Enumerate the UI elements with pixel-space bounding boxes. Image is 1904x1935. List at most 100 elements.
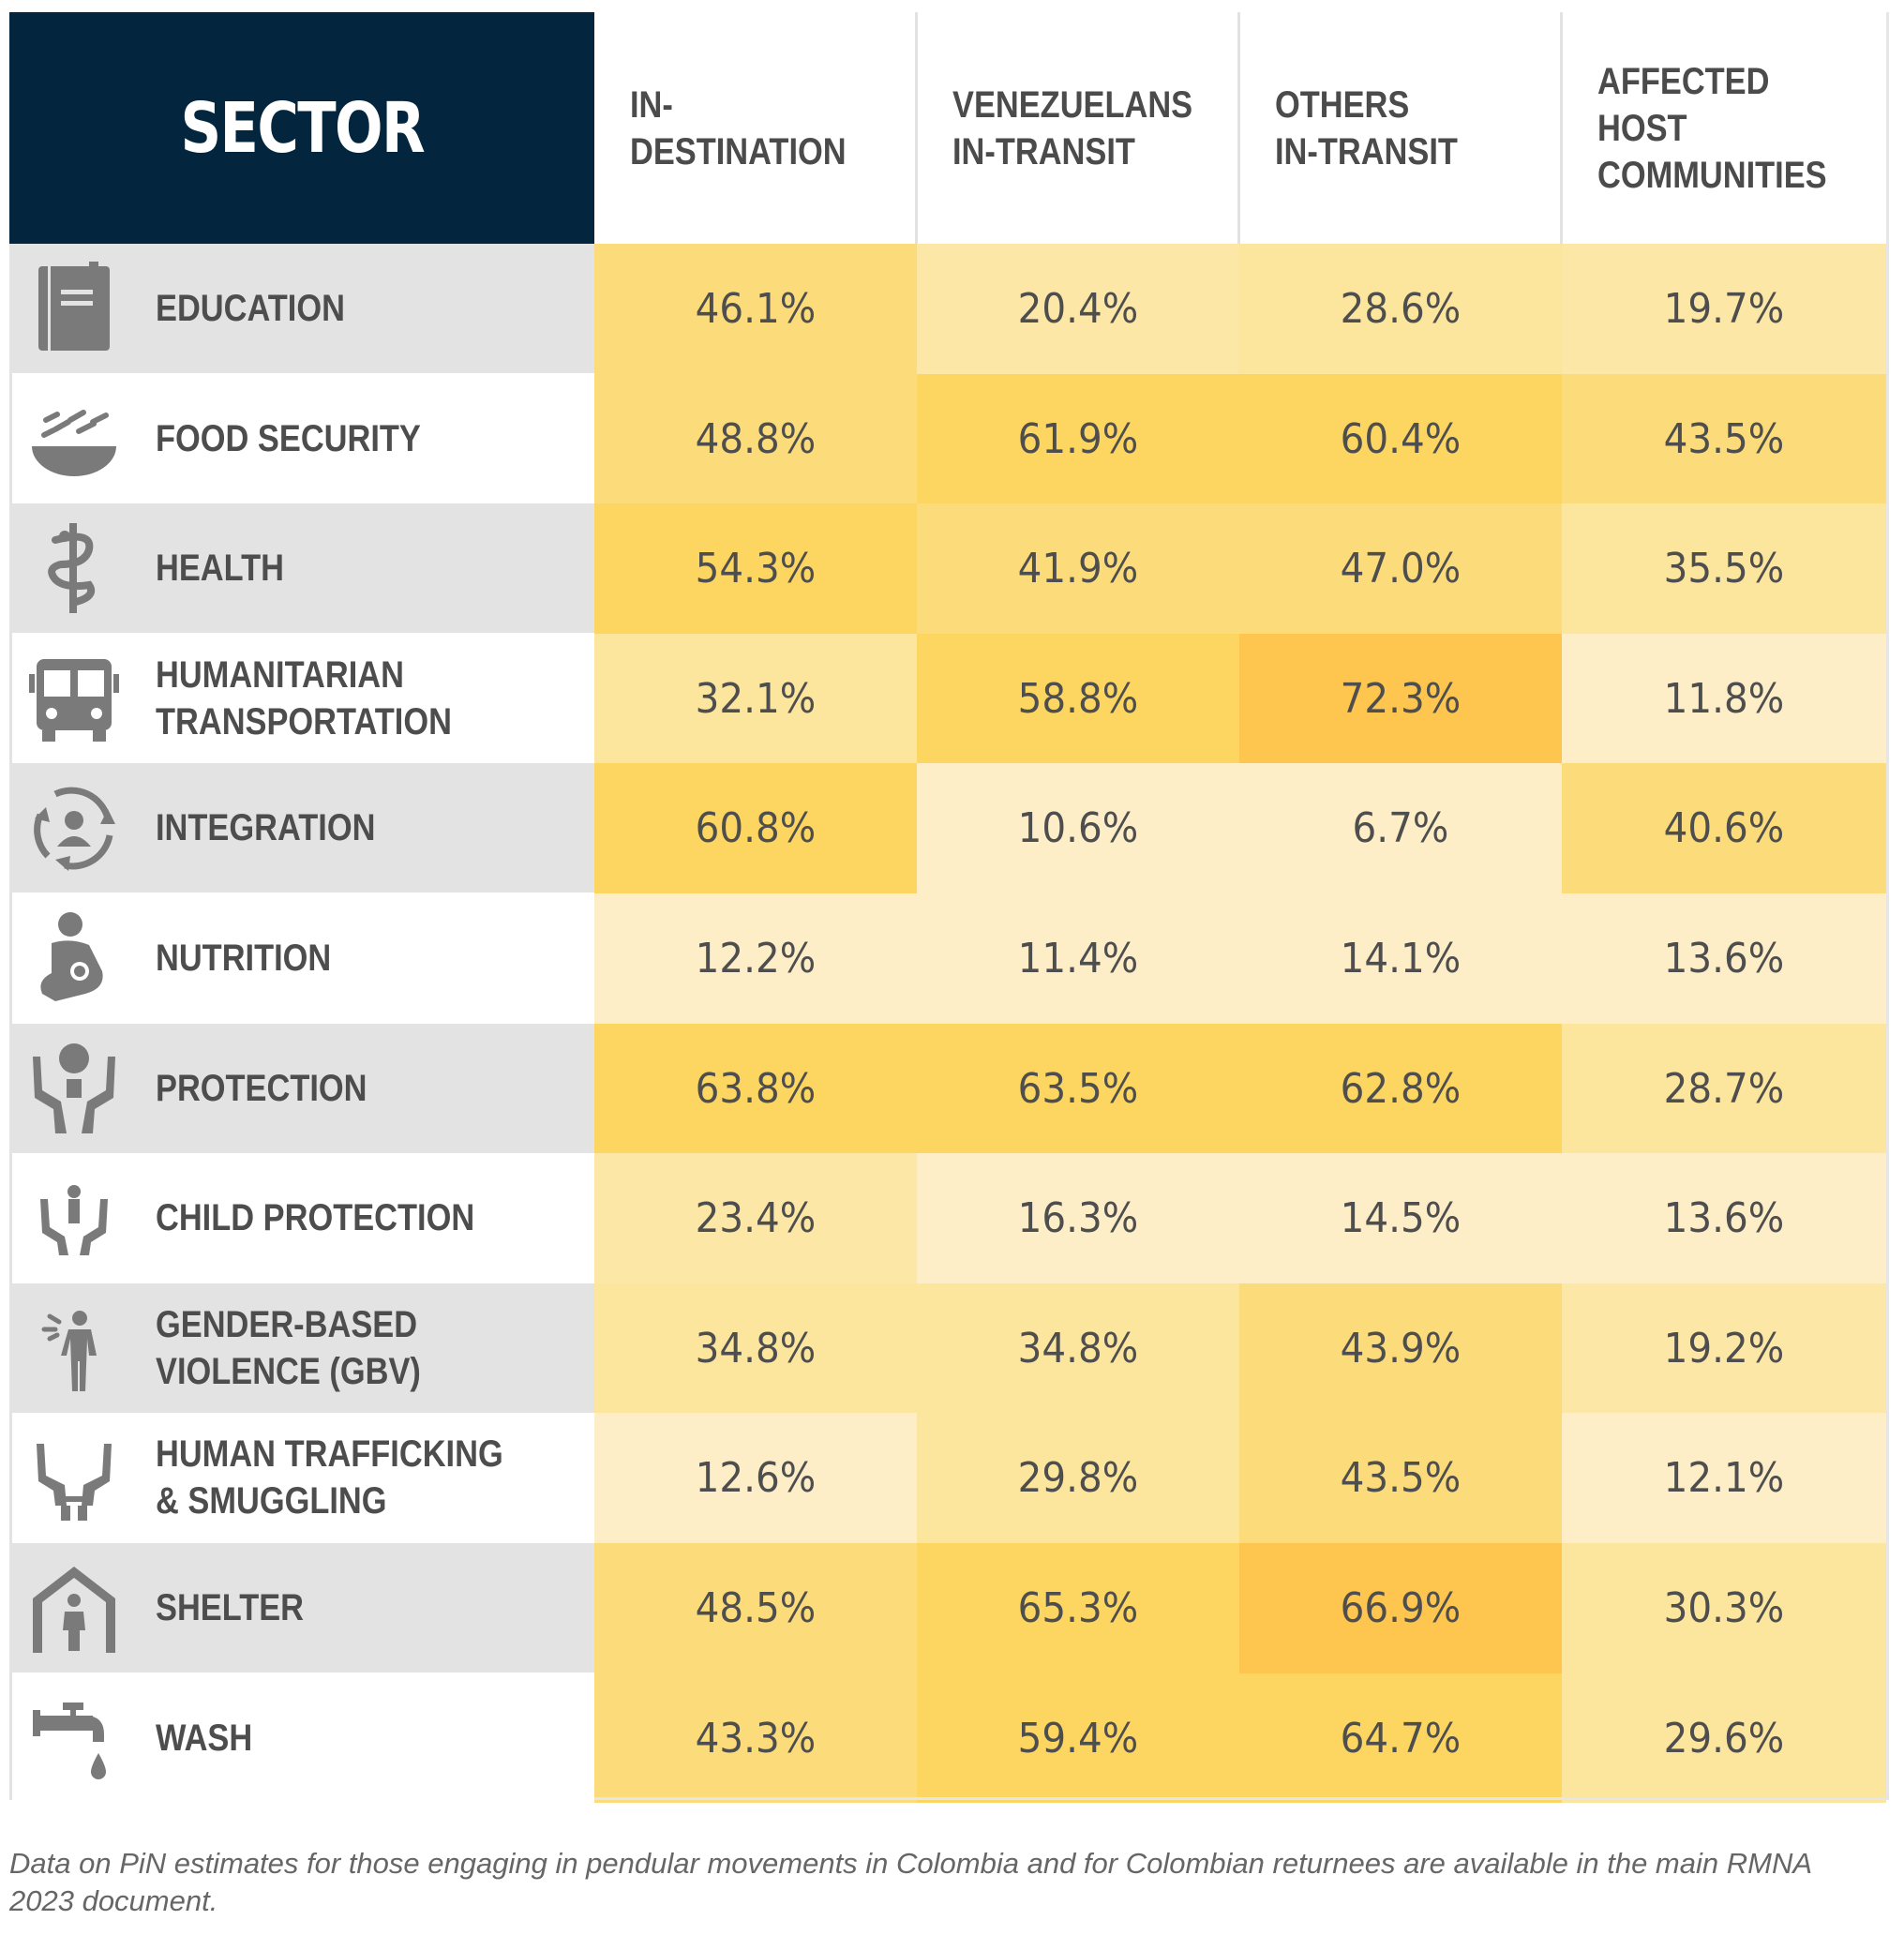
heatmap-cell: 14.5% bbox=[1239, 1153, 1562, 1283]
cell-value-label: 14.1% bbox=[1340, 935, 1462, 982]
heatmap-cell: 48.8% bbox=[594, 374, 917, 503]
cell-value-label: 13.6% bbox=[1663, 1194, 1785, 1242]
sector-label: HUMANITARIAN TRANSPORTATION bbox=[156, 654, 452, 742]
bus-icon bbox=[22, 647, 126, 750]
cell-value-label: 46.1% bbox=[695, 285, 817, 333]
sector-label: NUTRITION bbox=[156, 938, 332, 979]
heatmap-cell: 23.4% bbox=[594, 1153, 917, 1283]
cell-value-label: 47.0% bbox=[1340, 545, 1462, 592]
heatmap-cell: 13.6% bbox=[1562, 1153, 1886, 1283]
cell-value-label: 61.9% bbox=[1017, 414, 1139, 463]
sector-label: FOOD SECURITY bbox=[156, 418, 421, 459]
cell-value-label: 12.6% bbox=[695, 1454, 817, 1502]
heatmap-cell: 41.9% bbox=[917, 503, 1239, 634]
bottom-border bbox=[594, 1797, 1889, 1800]
heatmap-cell: 29.6% bbox=[1562, 1673, 1886, 1803]
caduceus-icon bbox=[22, 517, 126, 620]
sector-header: SECTOR bbox=[9, 12, 594, 244]
cell-value-label: 43.5% bbox=[1340, 1454, 1462, 1502]
cell-value-label: 63.5% bbox=[1017, 1064, 1139, 1113]
heatmap-cell: 46.1% bbox=[594, 244, 917, 374]
sector-label: WASH bbox=[156, 1718, 253, 1759]
heatmap-cell: 35.5% bbox=[1562, 503, 1886, 634]
gbv-person-icon bbox=[22, 1297, 126, 1400]
row-label: EDUCATION bbox=[9, 244, 594, 373]
heatmap-cell: 19.7% bbox=[1562, 244, 1886, 374]
row-label: GENDER-BASED VIOLENCE (GBV) bbox=[9, 1283, 594, 1413]
cell-value-label: 72.3% bbox=[1340, 674, 1462, 723]
cell-value-label: 43.5% bbox=[1663, 414, 1785, 463]
cell-value-label: 13.6% bbox=[1663, 935, 1785, 982]
heatmap-cell: 63.5% bbox=[917, 1024, 1239, 1153]
header-divider bbox=[1237, 12, 1240, 244]
cell-value-label: 32.1% bbox=[695, 674, 817, 723]
header-divider bbox=[915, 12, 918, 244]
heatmap-cell: 11.8% bbox=[1562, 634, 1886, 763]
row-label: PROTECTION bbox=[9, 1024, 594, 1153]
row-label: SHELTER bbox=[9, 1543, 594, 1672]
column-header-in-destination: IN-DESTINATION bbox=[594, 12, 917, 244]
heatmap-cell: 29.8% bbox=[917, 1413, 1239, 1543]
heatmap-cell: 66.9% bbox=[1239, 1543, 1562, 1673]
heatmap-cell: 64.7% bbox=[1239, 1673, 1562, 1803]
water-tap-icon bbox=[22, 1687, 126, 1790]
protection-hands-icon bbox=[22, 1037, 126, 1140]
cell-value-label: 14.5% bbox=[1340, 1194, 1462, 1242]
heatmap-cell: 60.8% bbox=[594, 763, 917, 893]
cell-value-label: 34.8% bbox=[1017, 1324, 1139, 1372]
heatmap-cell: 34.8% bbox=[594, 1283, 917, 1413]
heatmap-cell: 28.6% bbox=[1239, 244, 1562, 374]
breastfeeding-icon bbox=[22, 907, 126, 1010]
integration-cycle-icon bbox=[22, 776, 126, 879]
cell-value-label: 34.8% bbox=[695, 1324, 817, 1372]
column-header-others-in-transit: OTHERS IN-TRANSIT bbox=[1239, 12, 1562, 244]
cell-value-label: 11.4% bbox=[1017, 935, 1139, 982]
footnote: Data on PiN estimates for those engaging… bbox=[9, 1847, 1811, 1917]
food-bowl-icon bbox=[22, 387, 126, 490]
cell-value-label: 19.7% bbox=[1663, 285, 1785, 333]
cell-value-label: 60.4% bbox=[1340, 414, 1462, 463]
cell-value-label: 16.3% bbox=[1017, 1194, 1139, 1242]
heatmap-cell: 58.8% bbox=[917, 634, 1239, 763]
cell-value-label: 54.3% bbox=[695, 545, 817, 592]
cell-value-label: 62.8% bbox=[1340, 1064, 1462, 1113]
heatmap-cell: 20.4% bbox=[917, 244, 1239, 374]
cell-value-label: 6.7% bbox=[1352, 804, 1449, 852]
column-header-venezuelans-in-transit: VENEZUELANS IN-TRANSIT bbox=[917, 12, 1239, 244]
cell-value-label: 12.2% bbox=[695, 935, 817, 982]
heatmap-cell: 13.6% bbox=[1562, 893, 1886, 1024]
sector-label: SHELTER bbox=[156, 1587, 304, 1628]
heatmap-cell: 11.4% bbox=[917, 893, 1239, 1024]
cell-value-label: 58.8% bbox=[1017, 674, 1139, 723]
cell-value-label: 28.7% bbox=[1663, 1064, 1785, 1113]
heatmap-cell: 43.9% bbox=[1239, 1283, 1562, 1413]
cell-value-label: 20.4% bbox=[1017, 285, 1139, 333]
heatmap-cell: 30.3% bbox=[1562, 1543, 1886, 1673]
sector-label: INTEGRATION bbox=[156, 807, 376, 848]
cell-value-label: 29.6% bbox=[1663, 1714, 1785, 1762]
heatmap-cell: 62.8% bbox=[1239, 1024, 1562, 1153]
row-label: CHILD PROTECTION bbox=[9, 1153, 594, 1282]
cell-value-label: 43.3% bbox=[695, 1714, 817, 1762]
book-icon bbox=[22, 257, 126, 360]
heatmap-cell: 48.5% bbox=[594, 1543, 917, 1673]
heatmap-cell: 28.7% bbox=[1562, 1024, 1886, 1153]
heatmap-cell: 61.9% bbox=[917, 374, 1239, 503]
heatmap-cell: 47.0% bbox=[1239, 503, 1562, 634]
cell-value-label: 59.4% bbox=[1017, 1714, 1139, 1762]
cell-value-label: 65.3% bbox=[1017, 1584, 1139, 1632]
heatmap-cell: 34.8% bbox=[917, 1283, 1239, 1413]
sector-label: GENDER-BASED VIOLENCE (GBV) bbox=[156, 1304, 421, 1392]
heatmap-cell: 40.6% bbox=[1562, 763, 1886, 893]
cell-value-label: 28.6% bbox=[1340, 285, 1462, 333]
cell-value-label: 30.3% bbox=[1663, 1584, 1785, 1632]
row-label: HEALTH bbox=[9, 503, 594, 633]
cell-value-label: 29.8% bbox=[1017, 1454, 1139, 1502]
cell-value-label: 66.9% bbox=[1340, 1584, 1462, 1632]
sector-label: EDUCATION bbox=[156, 288, 345, 329]
cell-value-label: 19.2% bbox=[1663, 1324, 1785, 1372]
heatmap-cell: 12.1% bbox=[1562, 1413, 1886, 1543]
sector-header-label: SECTOR bbox=[180, 87, 425, 169]
heatmap-cell: 10.6% bbox=[917, 763, 1239, 893]
heatmap-cell: 43.3% bbox=[594, 1673, 917, 1803]
